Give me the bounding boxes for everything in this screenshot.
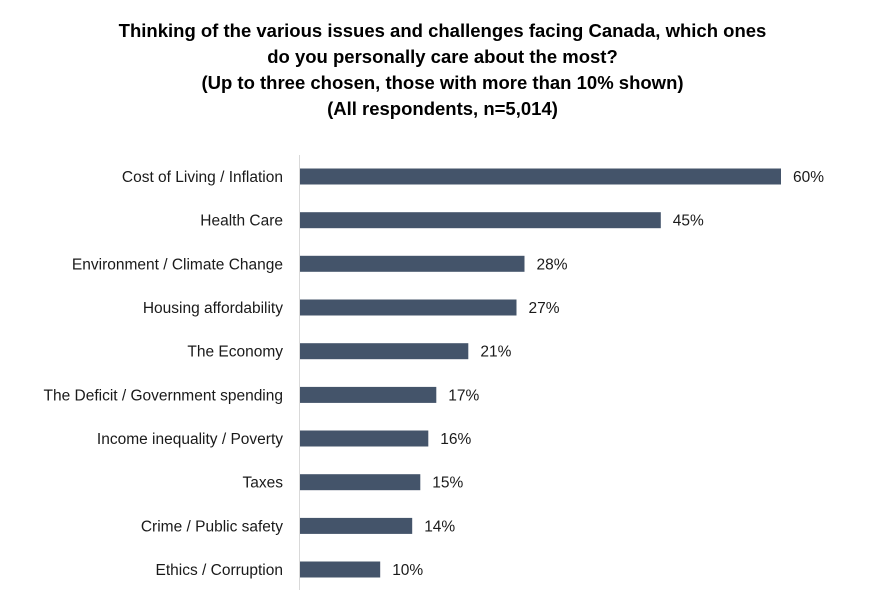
chart-marks: Cost of Living / Inflation 60% Health Care… (43, 168, 824, 579)
category-label: Ethics / Corruption (156, 562, 284, 579)
data-label: 21% (480, 344, 511, 361)
data-label: 17% (448, 387, 479, 404)
chart-title-line: (All respondents, n=5,014) (327, 98, 558, 119)
bar (300, 517, 413, 534)
chart-title-line: Thinking of the various issues and chall… (118, 20, 767, 41)
data-label: 27% (529, 300, 560, 317)
data-label: 28% (537, 256, 568, 273)
data-label: 15% (432, 475, 463, 492)
bar (300, 168, 781, 185)
data-label: 60% (793, 169, 824, 186)
data-label: 16% (440, 431, 471, 448)
category-label: Crime / Public safety (141, 518, 283, 535)
bar (300, 386, 437, 403)
bar (300, 430, 429, 447)
bar (300, 212, 661, 229)
chart-title: Thinking of the various issues and chall… (0, 18, 885, 122)
bar (300, 299, 517, 316)
category-label: The Deficit / Government spending (43, 387, 283, 404)
data-label: 45% (673, 213, 704, 230)
category-label: Income inequality / Poverty (97, 431, 283, 448)
category-label: Cost of Living / Inflation (122, 169, 283, 186)
category-label: Health Care (200, 213, 283, 230)
category-label: Taxes (243, 475, 284, 492)
data-label: 10% (392, 562, 423, 579)
category-label: The Economy (187, 344, 283, 361)
bar (300, 343, 469, 360)
chart-title-line: do you personally care about the most? (267, 46, 618, 67)
bar (300, 474, 421, 491)
category-label: Housing affordability (143, 300, 283, 317)
bar (300, 561, 381, 578)
category-label: Environment / Climate Change (72, 256, 283, 273)
chart-title-line: (Up to three chosen, those with more tha… (201, 72, 684, 93)
data-label: 14% (424, 518, 455, 535)
bar (300, 255, 525, 272)
